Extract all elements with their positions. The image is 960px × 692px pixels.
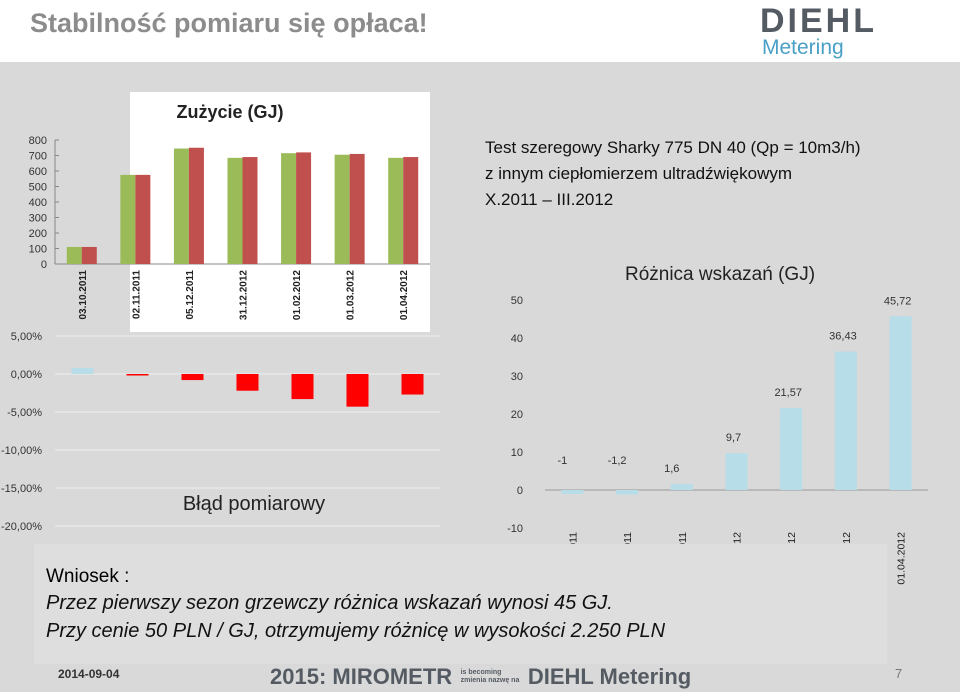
difference-bar [725, 453, 748, 490]
logo-sub-text: Metering [762, 36, 844, 59]
y-tick-label: 0 [41, 259, 47, 271]
bar-green [334, 154, 350, 264]
x-tick-label: 05.12.2011 [185, 270, 196, 320]
data-label: 21,57 [774, 387, 802, 399]
bar-red [242, 157, 258, 264]
conclusion-line: Przy cenie 50 PLN / GJ, otrzymujemy różn… [46, 620, 666, 642]
y-tick-label: 40 [511, 333, 523, 345]
y-tick-label: 0 [517, 485, 523, 497]
bar-red [349, 153, 365, 264]
bar-green [227, 157, 243, 264]
x-tick-label: 01.04.2012 [399, 270, 410, 320]
difference-bar [889, 316, 912, 490]
test-description-line: X.2011 – III.2012 [485, 190, 614, 209]
footer-date: 2014-09-04 [58, 667, 120, 681]
difference-chart-title: Różnica wskazań (GJ) [625, 264, 815, 285]
difference-bar [834, 351, 857, 490]
conclusion-line: Przez pierwszy sezon grzewczy różnica ws… [46, 592, 613, 614]
test-description-line: z innym ciepłomierzem ultradźwiękowym [485, 164, 793, 183]
y-tick-label: -10,00% [1, 445, 42, 457]
y-tick-label: 50 [511, 295, 523, 307]
slide-title: Stabilność pomiaru się opłaca! [30, 8, 428, 38]
error-bar [126, 374, 149, 376]
bar-red [188, 147, 204, 264]
difference-bar [561, 490, 584, 494]
conclusion-box: Wniosek : Przez pierwszy sezon grzewczy … [34, 544, 887, 664]
y-tick-label: -10 [507, 523, 523, 535]
y-tick-label: 800 [29, 135, 47, 147]
y-tick-label: 100 [29, 244, 47, 256]
data-label: 1,6 [664, 463, 679, 475]
error-chart: Błąd pomiarowy 5,00% 0,00% -5,00% -10,00% -1… [1, 331, 440, 533]
error-bar [346, 374, 369, 407]
y-tick-label: 10 [511, 447, 523, 459]
test-description: Test szeregowy Sharky 775 DN 40 (Qp = 10… [485, 135, 861, 213]
y-tick-label: 600 [29, 166, 47, 178]
logo-main-text: DIEHL [760, 2, 877, 40]
data-label: 9,7 [726, 432, 741, 444]
bar-green [66, 246, 82, 264]
footer-brand: 2015: MIROMETR is becoming zmienia nazwę… [270, 664, 691, 692]
data-label: 45,72 [884, 295, 912, 307]
y-tick-label: 5,00% [11, 331, 42, 343]
y-tick-label: 700 [29, 151, 47, 163]
y-tick-label: 500 [29, 182, 47, 194]
bar-red [403, 157, 419, 264]
x-tick-label: 01.03.2012 [346, 270, 357, 320]
footer-transition-text: is becoming zmienia nazwę na [461, 669, 520, 685]
consumption-chart: Zużycie (GJ) 0 100 200 300 400 500 600 700 800 03… [29, 92, 430, 332]
y-tick-label: -5,00% [7, 407, 42, 419]
y-tick-label: 20 [511, 409, 523, 421]
error-bar [236, 374, 259, 391]
footer-old-name: 2015: MIROMETR [270, 664, 453, 689]
y-tick-label: 200 [29, 228, 47, 240]
error-bar [71, 367, 94, 374]
error-chart-title: Błąd pomiarowy [183, 493, 325, 515]
x-tick-label: 03.10.2011 [78, 270, 89, 320]
test-description-line: Test szeregowy Sharky 775 DN 40 (Qp = 10… [485, 138, 861, 157]
data-label: -1 [557, 455, 567, 467]
difference-bar [670, 483, 693, 490]
footer-small-en: is becoming [460, 669, 502, 676]
page-number: 7 [895, 666, 903, 681]
x-tick-label: 01.02.2012 [292, 270, 303, 320]
error-bar [401, 374, 424, 395]
y-tick-label: 30 [511, 371, 523, 383]
data-label: 36,43 [829, 331, 857, 343]
bar-red [296, 152, 312, 264]
conclusion-heading: Wniosek : [46, 566, 130, 587]
consumption-chart-title: Zużycie (GJ) [176, 102, 283, 122]
footer-new-name: DIEHL Metering [527, 664, 692, 689]
bar-green [173, 148, 189, 264]
bar-green [120, 174, 136, 264]
y-tick-label: 400 [29, 197, 47, 209]
footer-small-pl: zmienia nazwę na [460, 677, 520, 684]
y-tick-label: -15,00% [1, 483, 42, 495]
y-tick-label: -20,00% [1, 521, 42, 533]
x-tick-label: 01.04.2012 [896, 532, 908, 585]
x-tick-label: 31.12.2012 [239, 270, 250, 320]
bar-green [388, 157, 404, 264]
header: Stabilność pomiaru się opłaca! DIEHL Met… [0, 0, 960, 62]
difference-bar [780, 408, 803, 490]
x-tick-label: 02.11.2011 [131, 270, 142, 319]
bar-red [81, 246, 97, 264]
error-bar [181, 374, 204, 381]
difference-bar [616, 490, 639, 495]
difference-chart: Różnica wskazań (GJ) 50403020100-10-103.… [507, 264, 928, 585]
diehl-logo: DIEHL Metering [760, 2, 920, 60]
data-label: -1,2 [608, 455, 627, 467]
y-tick-label: 300 [29, 213, 47, 225]
bar-red [135, 174, 151, 264]
bar-green [281, 153, 297, 264]
error-bar [291, 374, 314, 400]
y-tick-label: 0,00% [11, 369, 42, 381]
